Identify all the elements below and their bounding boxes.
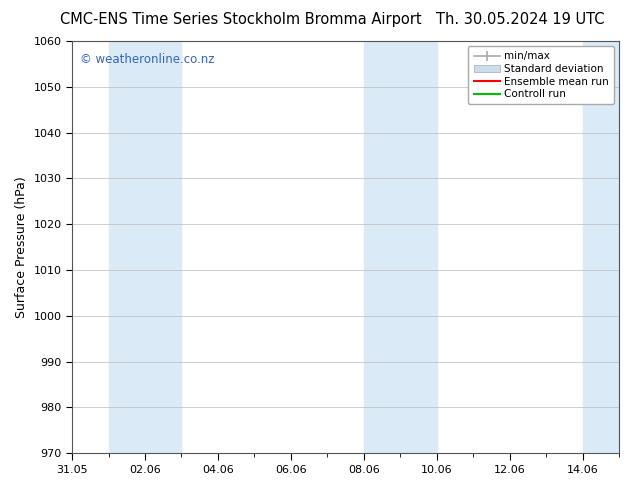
Bar: [583, 41, 619, 453]
Text: © weatheronline.co.nz: © weatheronline.co.nz: [81, 53, 215, 67]
Y-axis label: Surface Pressure (hPa): Surface Pressure (hPa): [15, 176, 28, 318]
Text: CMC-ENS Time Series Stockholm Bromma Airport: CMC-ENS Time Series Stockholm Bromma Air…: [60, 12, 422, 27]
Text: Th. 30.05.2024 19 UTC: Th. 30.05.2024 19 UTC: [436, 12, 604, 27]
Bar: [108, 41, 181, 453]
Bar: [364, 41, 437, 453]
Legend: min/max, Standard deviation, Ensemble mean run, Controll run: min/max, Standard deviation, Ensemble me…: [469, 46, 614, 104]
